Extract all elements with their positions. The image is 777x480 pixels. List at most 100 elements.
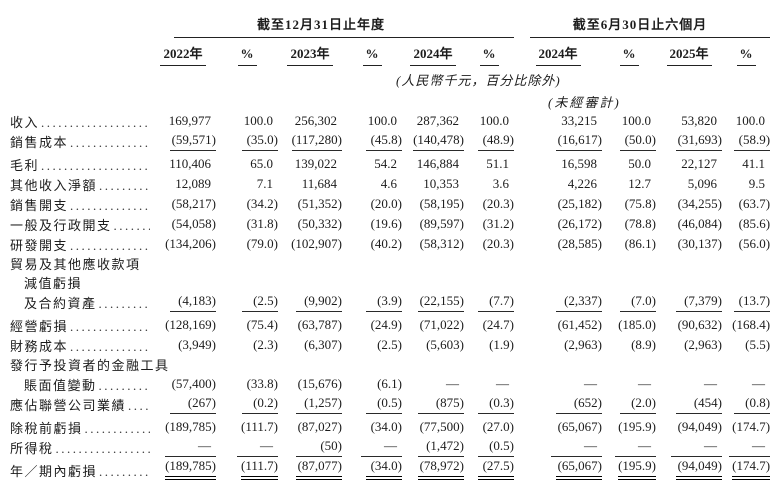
table-row: 應佔聯營公司業績................................…: [10, 394, 771, 414]
financial-table: 截至12月31日止年度 截至6月30日止六個月 2022年 % 2023年 % …: [10, 8, 771, 480]
cell: (195.9): [602, 457, 657, 480]
cell: —: [656, 374, 722, 394]
cell: (56.0): [722, 234, 770, 254]
cell-value: (61,452): [557, 317, 603, 332]
cell-value: (75.8): [624, 196, 657, 211]
cell-value: 12.7: [628, 176, 652, 191]
cell: (875): [402, 394, 464, 414]
row-label-text: 收入: [10, 115, 40, 130]
cell: (111.7): [216, 414, 278, 437]
cell-value: (2,963): [564, 337, 603, 352]
cell-value: 100.0: [479, 113, 510, 128]
unaudited-note-cell: (未經審計): [10, 89, 770, 111]
cell-value: 7.1: [256, 176, 273, 191]
cell: 7.1: [216, 174, 278, 194]
cell-value: (174.7): [732, 458, 771, 480]
cell-value: (94,049): [676, 458, 723, 480]
cell-value: (20.0): [370, 196, 402, 211]
cell-value: (102,907): [291, 236, 342, 251]
cell: 3.6: [464, 174, 514, 194]
cell-value: (2.3): [253, 337, 278, 352]
cell: (34,255): [656, 194, 722, 214]
cell: (2.5): [216, 292, 278, 312]
cell: 100.0: [602, 111, 656, 131]
cell: 100.0: [216, 111, 278, 131]
cell-value: (5,603): [426, 337, 464, 352]
table-row: 收入......................................…: [10, 111, 770, 131]
row-label: 收入......................................…: [10, 111, 150, 131]
cell: (48.9): [464, 131, 515, 151]
cell-value: (6.1): [377, 376, 402, 391]
cell: —: [216, 437, 278, 457]
cell: (0.2): [216, 394, 278, 414]
table-row: 年／期內虧損..................................…: [10, 457, 771, 480]
col-header-2024-label: 2024年: [410, 43, 456, 66]
cell: (185.0): [602, 312, 656, 335]
column-header-row: 2022年 % 2023年 % 2024年 % 2024年 % 2025年 %: [10, 38, 770, 66]
dot-leader: ........................................…: [70, 135, 150, 150]
cell: (87,027): [278, 414, 342, 437]
table-row: 一般及行政開支.................................…: [10, 214, 770, 234]
cell: —: [514, 437, 603, 457]
cell: (0.8): [722, 394, 771, 414]
cell: (65,067): [514, 414, 602, 437]
cell: (189,785): [150, 457, 216, 480]
cell: 33,215: [514, 111, 602, 131]
dot-leader: ........................................…: [99, 178, 150, 193]
row-label-text: 銷售開支: [10, 198, 69, 213]
cell: (140,478): [402, 131, 464, 151]
cell-value: (2,963): [684, 337, 723, 352]
cell-value: (77,500): [419, 419, 464, 434]
cell-value: (48.9): [478, 132, 515, 151]
cell-value: (7.0): [620, 293, 657, 312]
cell: (22,155): [402, 292, 464, 312]
cell: —: [150, 437, 216, 457]
cell: 4,226: [514, 174, 602, 194]
cell-value: (30,137): [677, 236, 723, 251]
cell: (31,693): [656, 131, 723, 151]
cell: —: [722, 437, 771, 457]
cell-value: 287,362: [416, 113, 459, 128]
cell-value: 5,096: [687, 176, 718, 191]
cell: (3.9): [342, 292, 402, 312]
cell: 22,127: [656, 151, 722, 174]
cell: (75.4): [216, 312, 278, 335]
cell: (2.5): [342, 335, 402, 355]
cell-value: (94,049): [677, 419, 723, 434]
cell-value: (58,217): [171, 196, 216, 211]
cell: 54.2: [342, 151, 402, 174]
cell-value: (3.9): [366, 293, 402, 312]
cell-value: (63.7): [738, 196, 771, 211]
col-header-pct-3-label: %: [479, 46, 499, 66]
cell: (189,785): [150, 414, 216, 437]
cell-value: (0.5): [366, 395, 402, 414]
cell-value: (63,787): [297, 317, 342, 332]
cell-value: (22,155): [418, 293, 464, 312]
row-label-text: 應佔聯營公司業績: [10, 398, 127, 413]
cell-value: (28,585): [557, 236, 603, 251]
dot-leader: ........................................…: [84, 421, 150, 436]
cell-value: (51,352): [297, 196, 342, 211]
cell: (50): [278, 437, 342, 457]
cell-value: 10,353: [423, 176, 459, 191]
cell-value: (3,949): [178, 337, 216, 352]
unit-note-cell: (人民幣千元，百分比除外): [10, 66, 770, 89]
cell: 287,362: [402, 111, 464, 131]
cell: —: [722, 374, 770, 394]
cell-value: 65.0: [250, 156, 273, 171]
cell-value: (4,183): [170, 293, 216, 312]
row-label: 銷售成本....................................…: [10, 131, 150, 151]
cell: (54,058): [150, 214, 216, 234]
cell: (78,972): [402, 457, 464, 480]
cell-value: 41.1: [742, 156, 766, 171]
cell: (78.8): [602, 214, 656, 234]
cell-value: (24.7): [482, 317, 515, 332]
cell: (86.1): [602, 234, 656, 254]
row-label: 及合約資產...................................…: [10, 292, 150, 312]
col-header-pct-2-label: %: [362, 46, 382, 66]
table-row: 除稅前虧損...................................…: [10, 414, 770, 437]
cell-value: (26,172): [557, 216, 603, 231]
cell-value: (2.5): [377, 337, 402, 352]
cell-value: (2,337): [556, 293, 603, 312]
table-row: 研發開支....................................…: [10, 234, 770, 254]
